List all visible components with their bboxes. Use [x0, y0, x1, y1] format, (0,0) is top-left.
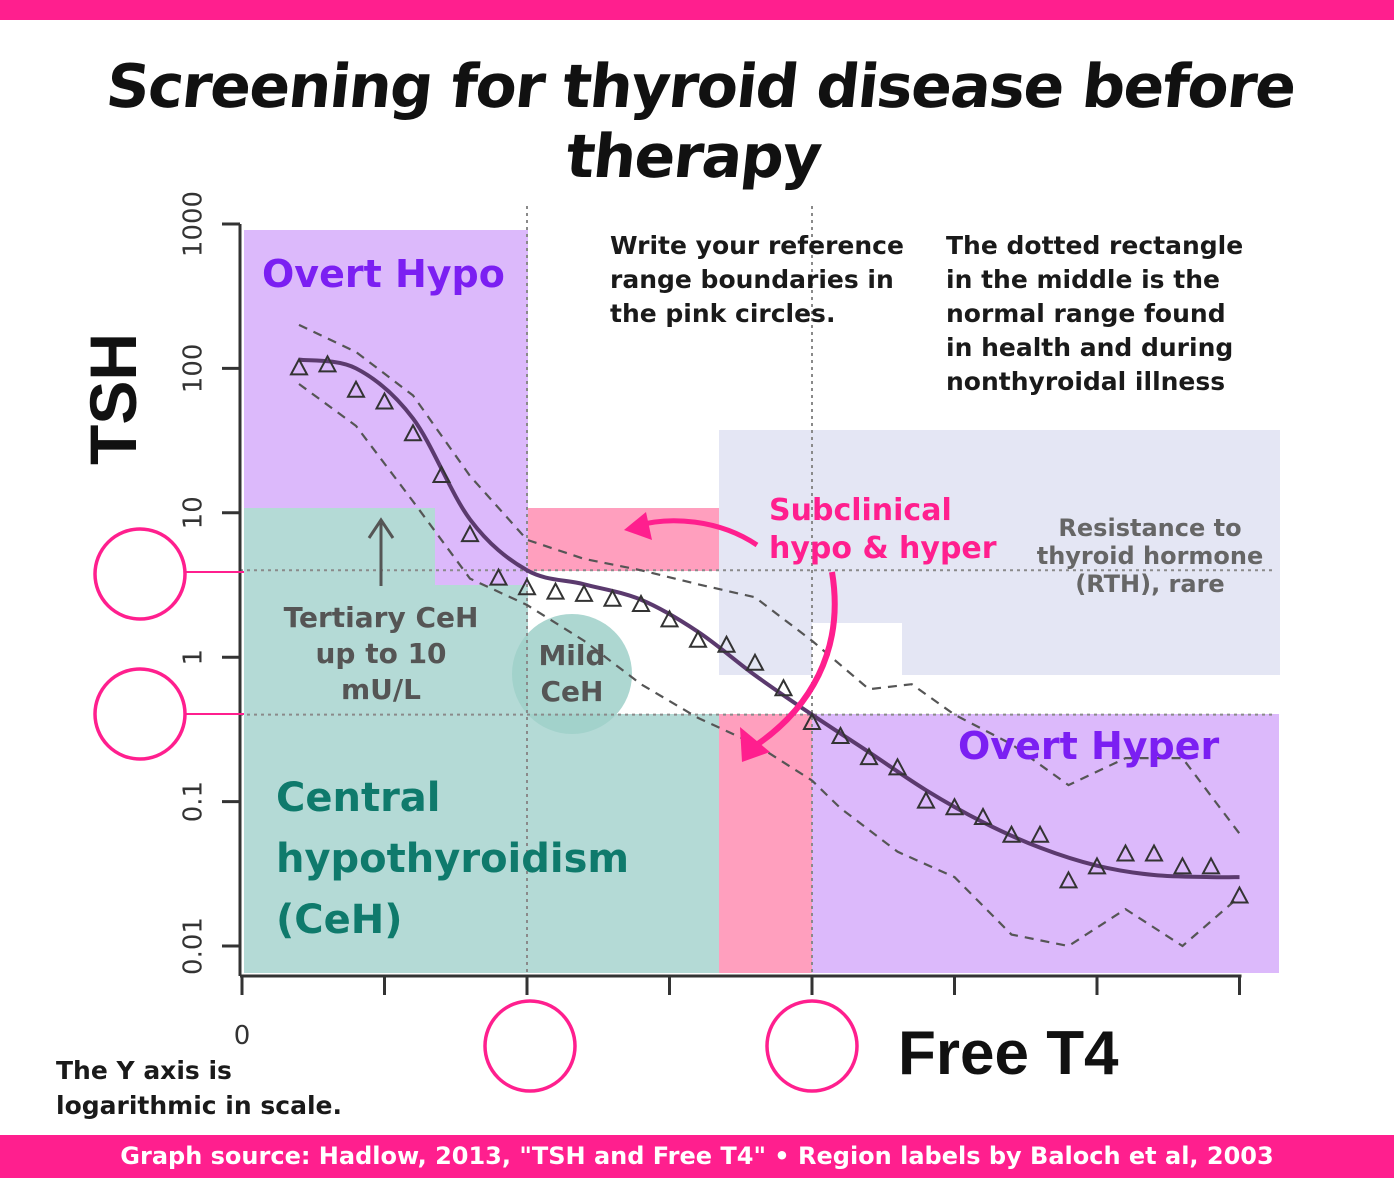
- label-central-line2: hypothyroidism: [276, 836, 630, 882]
- data-point-triangle: [830, 725, 851, 745]
- data-point-triangle: [773, 678, 794, 697]
- data-point-triangle: [859, 747, 879, 766]
- label-rth-line1: Resistance to: [1058, 514, 1242, 542]
- data-point-triangle: [1058, 870, 1079, 889]
- note-log-line2: logarithmic in scale.: [56, 1091, 342, 1120]
- region-central-teal-top: [244, 508, 435, 585]
- data-point-triangle: [488, 567, 509, 586]
- data-point-triangle: [1030, 824, 1050, 843]
- data-point-triangle: [431, 464, 452, 483]
- note-ref-line3: the pink circles.: [610, 299, 836, 328]
- note-dotted-line1: The dotted rectangle: [946, 231, 1244, 260]
- label-tertiary-line2: up to 10: [315, 637, 447, 670]
- x-tick-label-0: 0: [234, 1021, 251, 1051]
- y-tick-label-4: 100: [179, 344, 209, 394]
- data-point-triangle: [688, 629, 708, 648]
- label-subclinical-line2: hypo & hyper: [769, 531, 997, 566]
- arrow-subclinical-down: [750, 571, 838, 751]
- label-overt-hypo: Overt Hypo: [262, 252, 505, 296]
- label-central-hypothyroidism: Central hypothyroidism (CeH): [276, 768, 629, 951]
- arrow-subclinical-left-head: [624, 512, 652, 540]
- region-mild-ceh: [512, 614, 632, 734]
- note-dotted-rectangle: The dotted rectangle in the middle is th…: [946, 229, 1243, 399]
- data-point-triangle: [1201, 856, 1221, 875]
- note-log-scale: The Y axis is logarithmic in scale.: [56, 1053, 342, 1123]
- y-tick-label-2: 1: [179, 649, 209, 666]
- data-point-triangle: [374, 391, 395, 410]
- data-point-triangle: [887, 757, 908, 776]
- data-point-triangle: [631, 593, 651, 612]
- data-point-triangle: [944, 797, 965, 816]
- label-rth: Resistance to thyroid hormone (RTH), rar…: [1020, 514, 1280, 598]
- footer-source: Graph source: Hadlow, 2013, "TSH and Fre…: [0, 1135, 1394, 1178]
- label-rth-line3: (RTH), rare: [1075, 570, 1225, 598]
- data-point-triangle: [289, 357, 309, 376]
- note-dotted-line3: normal range found: [946, 299, 1226, 328]
- label-rth-line2: thyroid hormone: [1036, 542, 1264, 570]
- range-circle-ft4-lower[interactable]: [483, 999, 577, 1093]
- label-mild-line2: CeH: [540, 675, 604, 708]
- data-point-triangle: [403, 423, 423, 442]
- data-point-triangle: [460, 524, 480, 543]
- range-circle-ft4-upper[interactable]: [765, 999, 859, 1093]
- label-mild-ceh: Mild CeH: [520, 638, 624, 710]
- note-dotted-line2: in the middle is the: [946, 265, 1220, 294]
- region-subclinical-lower: [719, 714, 812, 973]
- data-point-triangle: [517, 577, 537, 596]
- arrow-subclinical-down-head: [740, 727, 770, 762]
- note-dotted-line5: nonthyroidal illness: [946, 367, 1226, 396]
- data-point-triangle: [346, 379, 366, 398]
- region-central-teal-low: [528, 714, 719, 973]
- data-point-triangle: [1172, 856, 1193, 875]
- top-accent-bar: [0, 0, 1394, 20]
- label-tertiary-ceh: Tertiary CeH up to 10 mU/L: [270, 600, 492, 708]
- y-tick-label-0: 0.01: [179, 917, 209, 975]
- region-central-teal: [244, 585, 528, 973]
- y-tick-label-5: 1000: [179, 191, 209, 257]
- data-point-triangle: [317, 354, 338, 373]
- data-point-triangle: [602, 588, 623, 607]
- series-median-line: [298, 357, 1240, 880]
- label-tertiary-line1: Tertiary CeH: [283, 601, 479, 634]
- data-point-triangle: [1229, 885, 1250, 904]
- note-reference-range: Write your reference range boundaries in…: [610, 229, 904, 331]
- note-ref-line2: range boundaries in: [610, 265, 894, 294]
- series-lower-bound-line: [298, 383, 1241, 948]
- label-subclinical: Subclinical hypo & hyper: [769, 492, 997, 568]
- note-log-line1: The Y axis is: [56, 1056, 232, 1085]
- series-upper-bound-line: [298, 323, 1241, 835]
- data-point-triangle: [545, 581, 566, 600]
- label-central-line3: (CeH): [276, 897, 403, 943]
- data-point-triangle: [973, 806, 993, 825]
- label-mild-line1: Mild: [538, 639, 606, 672]
- data-point-triangle: [659, 609, 680, 628]
- label-central-line1: Central: [276, 775, 441, 821]
- data-point-triangle: [802, 711, 822, 731]
- x-axis-title: Free T4: [898, 1019, 1119, 1088]
- region-overt-hyper: [812, 714, 1279, 973]
- note-ref-line1: Write your reference: [610, 231, 904, 260]
- data-point-triangle: [1144, 843, 1164, 862]
- y-tick-label-1: 0.1: [179, 781, 209, 822]
- range-circle-tsh-upper[interactable]: [93, 527, 187, 621]
- data-point-triangle: [1115, 843, 1136, 862]
- region-subclinical-upper: [528, 508, 719, 571]
- data-point-triangle: [745, 652, 765, 671]
- arrow-up-tertiary-head: [367, 517, 395, 539]
- label-overt-hyper: Overt Hyper: [958, 724, 1220, 768]
- data-point-triangle: [916, 790, 936, 809]
- data-point-triangle: [1001, 824, 1022, 843]
- data-point-triangle: [716, 634, 737, 653]
- y-tick-label-3: 10: [179, 496, 209, 529]
- data-point-triangle: [1087, 856, 1107, 875]
- data-point-triangle: [574, 583, 594, 602]
- note-dotted-line4: in health and during: [946, 333, 1234, 362]
- y-axis-title: TSH: [76, 333, 150, 465]
- label-tertiary-line3: mU/L: [341, 673, 421, 706]
- range-circle-tsh-lower[interactable]: [93, 667, 187, 761]
- label-subclinical-line1: Subclinical: [769, 493, 952, 528]
